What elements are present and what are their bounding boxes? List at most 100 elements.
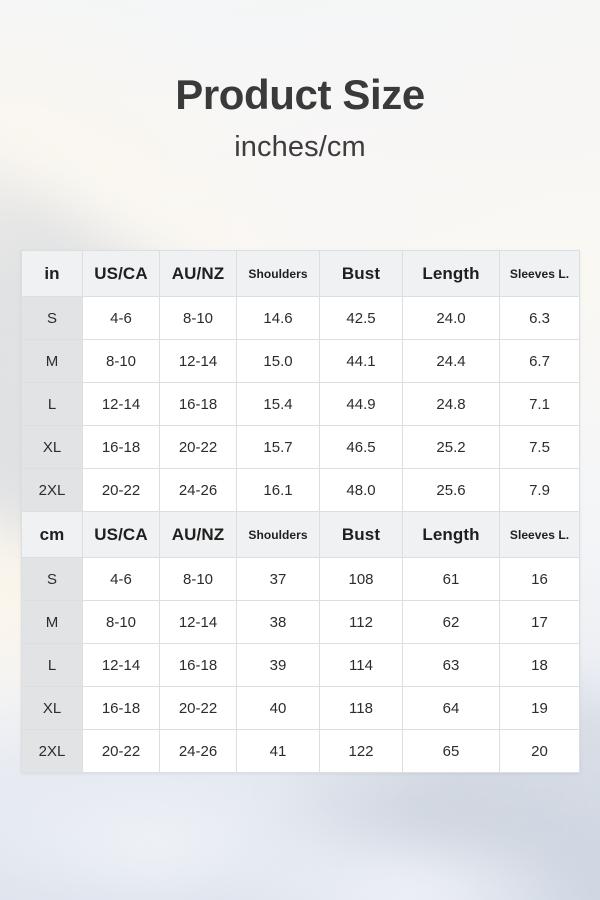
size-label-cell: L [21,643,83,687]
cell-sleeves: 19 [499,686,580,730]
column-header-au_nz: AU/NZ [159,250,237,297]
cell-sleeves: 16 [499,557,580,601]
cell-sleeves: 7.1 [499,382,580,426]
column-header-au_nz: AU/NZ [159,511,237,558]
cell-au_nz: 20-22 [159,425,237,469]
table-row: M 8-10 12-14 15.0 44.1 24.4 6.7 [21,339,580,383]
column-header-sleeves: Sleeves L. [499,511,580,558]
table-row: L 12-14 16-18 15.4 44.9 24.8 7.1 [21,382,580,426]
cell-shoulders: 39 [236,643,320,687]
cell-sleeves: 18 [499,643,580,687]
cell-shoulders: 40 [236,686,320,730]
cell-bust: 114 [319,643,403,687]
cell-length: 24.4 [402,339,500,383]
cell-au_nz: 20-22 [159,686,237,730]
cell-length: 63 [402,643,500,687]
column-header-sleeves: Sleeves L. [499,250,580,297]
cell-au_nz: 12-14 [159,339,237,383]
size-label-cell: M [21,339,83,383]
cell-length: 61 [402,557,500,601]
cell-length: 24.8 [402,382,500,426]
cell-au_nz: 24-26 [159,729,237,773]
cell-bust: 48.0 [319,468,403,512]
cell-length: 62 [402,600,500,644]
size-label-cell: S [21,296,83,340]
table-header-row-in: in US/CA AU/NZ Shoulders Bust Length Sleeves L… [21,250,580,297]
cell-au_nz: 16-18 [159,643,237,687]
table-row: 2XL 20-22 24-26 41 122 65 20 [21,729,580,773]
cell-us_ca: 4-6 [82,296,160,340]
cell-bust: 46.5 [319,425,403,469]
table-row: M 8-10 12-14 38 112 62 17 [21,600,580,644]
page-heading: Product Size inches/cm [0,0,600,162]
column-header-bust: Bust [319,511,403,558]
cell-bust: 108 [319,557,403,601]
cell-us_ca: 16-18 [82,686,160,730]
table-row: L 12-14 16-18 39 114 63 18 [21,643,580,687]
size-chart-container: in US/CA AU/NZ Shoulders Bust Length Sleeves L… [21,250,580,773]
cell-sleeves: 17 [499,600,580,644]
cell-sleeves: 6.3 [499,296,580,340]
cell-sleeves: 7.9 [499,468,580,512]
size-label-cell: 2XL [21,468,83,512]
cell-shoulders: 16.1 [236,468,320,512]
cell-sleeves: 6.7 [499,339,580,383]
cell-us_ca: 12-14 [82,643,160,687]
table-row: XL 16-18 20-22 15.7 46.5 25.2 7.5 [21,425,580,469]
cell-bust: 42.5 [319,296,403,340]
size-label-cell: XL [21,686,83,730]
cell-shoulders: 38 [236,600,320,644]
size-label-cell: 2XL [21,729,83,773]
cell-length: 24.0 [402,296,500,340]
table-row: 2XL 20-22 24-26 16.1 48.0 25.6 7.9 [21,468,580,512]
column-header-length: Length [402,250,500,297]
cell-au_nz: 24-26 [159,468,237,512]
column-header-unit: cm [21,511,83,558]
size-chart-table: in US/CA AU/NZ Shoulders Bust Length Sleeves L… [21,250,580,773]
cell-shoulders: 15.7 [236,425,320,469]
table-row: XL 16-18 20-22 40 118 64 19 [21,686,580,730]
cell-length: 25.6 [402,468,500,512]
cell-sleeves: 7.5 [499,425,580,469]
cell-shoulders: 41 [236,729,320,773]
size-label-cell: M [21,600,83,644]
table-header-row-cm: cm US/CA AU/NZ Shoulders Bust Length Sleeves L… [21,511,580,558]
cell-au_nz: 12-14 [159,600,237,644]
cell-length: 64 [402,686,500,730]
page-subtitle: inches/cm [234,131,366,163]
cell-bust: 44.9 [319,382,403,426]
cell-us_ca: 8-10 [82,600,160,644]
cell-us_ca: 12-14 [82,382,160,426]
page-title: Product Size [175,71,425,118]
column-header-us_ca: US/CA [82,250,160,297]
cell-length: 25.2 [402,425,500,469]
cell-shoulders: 15.4 [236,382,320,426]
cell-us_ca: 4-6 [82,557,160,601]
cell-au_nz: 8-10 [159,557,237,601]
column-header-unit: in [21,250,83,297]
cell-sleeves: 20 [499,729,580,773]
cell-us_ca: 8-10 [82,339,160,383]
cell-us_ca: 20-22 [82,729,160,773]
cell-us_ca: 16-18 [82,425,160,469]
cell-bust: 122 [319,729,403,773]
column-header-shoulders: Shoulders [236,511,320,558]
cell-us_ca: 20-22 [82,468,160,512]
cell-bust: 112 [319,600,403,644]
column-header-shoulders: Shoulders [236,250,320,297]
column-header-us_ca: US/CA [82,511,160,558]
cell-shoulders: 37 [236,557,320,601]
cell-shoulders: 14.6 [236,296,320,340]
cell-bust: 44.1 [319,339,403,383]
cell-bust: 118 [319,686,403,730]
table-row: S 4-6 8-10 37 108 61 16 [21,557,580,601]
column-header-length: Length [402,511,500,558]
size-label-cell: XL [21,425,83,469]
cell-length: 65 [402,729,500,773]
column-header-bust: Bust [319,250,403,297]
table-row: S 4-6 8-10 14.6 42.5 24.0 6.3 [21,296,580,340]
cell-au_nz: 8-10 [159,296,237,340]
cell-shoulders: 15.0 [236,339,320,383]
cell-au_nz: 16-18 [159,382,237,426]
